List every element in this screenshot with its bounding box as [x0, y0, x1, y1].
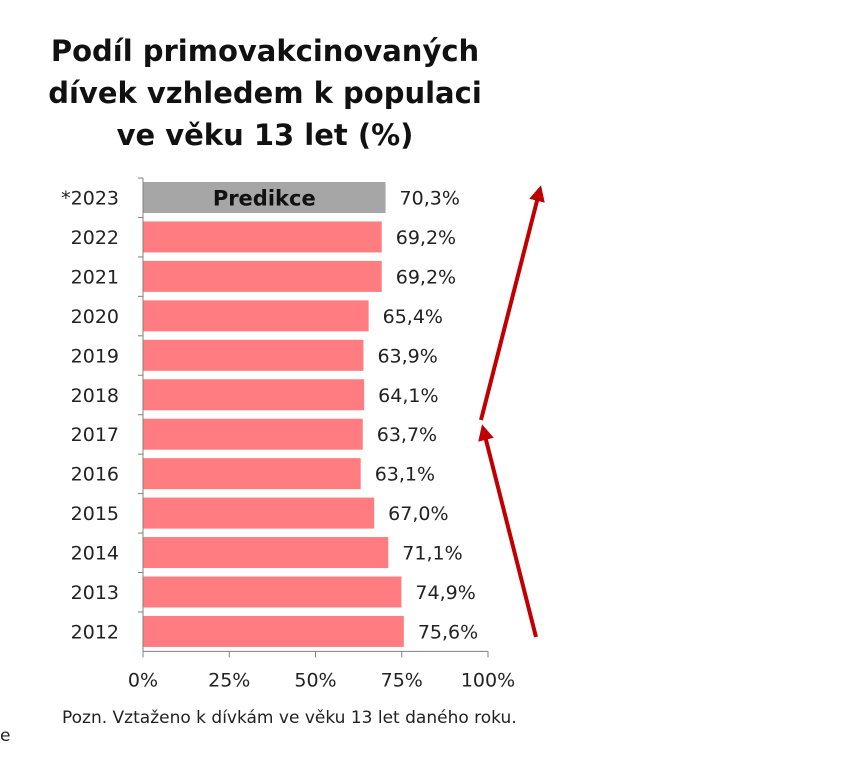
value-label: 74,9% — [415, 582, 475, 604]
x-tick-label: 50% — [294, 669, 336, 691]
category-label: 2018 — [71, 385, 119, 407]
bar-2021 — [143, 260, 382, 292]
x-tick-label: 75% — [381, 669, 423, 691]
category-label: 2017 — [71, 424, 119, 446]
value-label: 67,0% — [388, 503, 448, 525]
value-label: 63,7% — [377, 424, 437, 446]
bar-2018 — [143, 379, 365, 411]
bar-2016 — [143, 458, 361, 490]
title-line-3: ve věku 13 let (%) — [116, 118, 414, 152]
category-label: 2012 — [71, 621, 119, 643]
value-label: 69,2% — [396, 266, 456, 288]
category-label: 2022 — [71, 227, 119, 249]
prediction-label: Predikce — [213, 187, 316, 211]
trend-arrows — [478, 185, 545, 638]
category-label: *2023 — [61, 188, 119, 210]
title-line-1: Podíl primovakcinovaných — [50, 34, 480, 68]
bar-2013 — [143, 576, 402, 608]
title-line-2: dívek vzhledem k populaci — [48, 76, 482, 110]
category-label: 2013 — [71, 582, 119, 604]
value-label: 70,3% — [400, 188, 460, 210]
value-label: 63,9% — [377, 345, 437, 367]
value-label: 63,1% — [375, 464, 435, 486]
category-label: 2019 — [71, 345, 119, 367]
value-label: 75,6% — [418, 621, 478, 643]
value-label: 64,1% — [378, 385, 438, 407]
trend-arrow-upper — [479, 185, 545, 421]
bar-2020 — [143, 300, 369, 332]
axis-layer: *2023 70,3% 2022 69,2% 2021 69,2% 2020 65,4% 201… — [61, 177, 515, 691]
category-label: 2015 — [71, 503, 119, 525]
bar-2019 — [143, 339, 364, 371]
category-label: 2021 — [71, 266, 119, 288]
value-label: 65,4% — [383, 306, 443, 328]
trend-arrow-lower — [478, 424, 538, 638]
bar-2015 — [143, 497, 375, 529]
category-label: 2020 — [71, 306, 119, 328]
bar-2022 — [143, 221, 382, 253]
edge-text-fragment: e — [0, 726, 11, 746]
bar-2014 — [143, 537, 389, 569]
x-tick-label: 25% — [208, 669, 250, 691]
x-tick-label: 0% — [128, 669, 158, 691]
value-label: 69,2% — [396, 227, 456, 249]
bar-2012 — [143, 615, 404, 647]
category-label: 2014 — [71, 543, 119, 565]
category-label: 2016 — [71, 464, 119, 486]
x-tick-label: 100% — [461, 669, 515, 691]
bar-pred-2023 — [143, 182, 386, 213]
bar-2017 — [143, 418, 363, 450]
chart-title: Podíl primovakcinovaných dívek vzhledem … — [40, 30, 490, 156]
footnote: Pozn. Vztaženo k dívkám ve věku 13 let d… — [62, 708, 517, 728]
bars-layer: Predikce — [143, 182, 404, 647]
value-label: 71,1% — [402, 543, 462, 565]
